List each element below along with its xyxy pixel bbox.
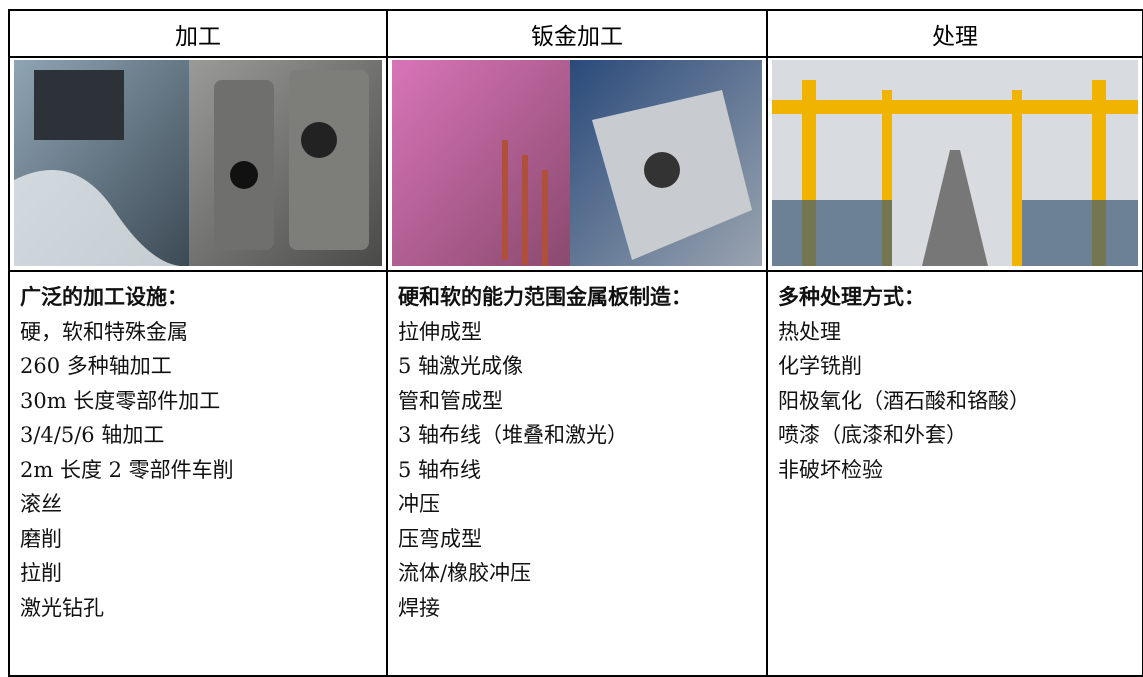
cell-heading: 广泛的加工设施： bbox=[20, 284, 188, 309]
capability-item: 3 轴布线（堆叠和激光） bbox=[398, 423, 629, 447]
cell-heading: 硬和软的能力范围金属板制造： bbox=[398, 284, 692, 309]
capability-item: 热处理 bbox=[778, 319, 841, 344]
column-header: 钣金加工 bbox=[386, 9, 768, 58]
capability-item: 硬，软和特殊金属 bbox=[20, 319, 188, 344]
capability-item: 拉削 bbox=[20, 561, 62, 585]
text-cell: 广泛的加工设施： 硬，软和特殊金属 260 多种轴加工 30m 长度零部件加工 3/4/… bbox=[8, 270, 388, 677]
capability-table: 加工 钣金加工 处理 bbox=[8, 9, 1143, 677]
capability-item: 阳极氧化（酒石酸和铬酸） bbox=[778, 388, 1030, 413]
capability-item: 磨削 bbox=[20, 526, 62, 551]
capability-item: 5 轴布线 bbox=[398, 457, 482, 482]
capability-item: 化学铣削 bbox=[778, 354, 862, 378]
capability-item: 3/4/5/6 轴加工 bbox=[20, 423, 165, 447]
capability-item: 拉伸成型 bbox=[398, 319, 482, 344]
cell-heading: 多种处理方式： bbox=[778, 284, 925, 309]
capability-item: 30m 长度零部件加工 bbox=[20, 388, 221, 413]
capability-item: 焊接 bbox=[398, 595, 440, 620]
image-row bbox=[8, 56, 1143, 272]
capability-item: 260 多种轴加工 bbox=[20, 354, 172, 378]
capability-item: 压弯成型 bbox=[398, 526, 482, 551]
sheet-metal-photo bbox=[392, 60, 762, 266]
treatment-photo bbox=[772, 60, 1138, 266]
image-cell bbox=[386, 56, 768, 272]
capability-item: 流体/橡胶冲压 bbox=[398, 561, 532, 585]
capability-item: 滚丝 bbox=[20, 492, 62, 516]
capability-item: 激光钻孔 bbox=[20, 595, 104, 620]
header-row: 加工 钣金加工 处理 bbox=[8, 9, 1143, 58]
image-cell bbox=[8, 56, 388, 272]
text-row: 广泛的加工设施： 硬，软和特殊金属 260 多种轴加工 30m 长度零部件加工 3/4/… bbox=[8, 270, 1143, 677]
image-cell bbox=[766, 56, 1143, 272]
capability-item: 冲压 bbox=[398, 492, 440, 516]
capability-item: 非破坏检验 bbox=[778, 457, 883, 482]
capability-item: 2m 长度 2 零部件车削 bbox=[20, 457, 234, 482]
text-cell: 硬和软的能力范围金属板制造： 拉伸成型 5 轴激光成像 管和管成型 3 轴布线（堆叠和激… bbox=[386, 270, 768, 677]
text-cell: 多种处理方式： 热处理化学铣削阳极氧化（酒石酸和铬酸） 喷漆（底漆和外套） 非破坏检验 bbox=[766, 270, 1143, 677]
column-header: 处理 bbox=[766, 9, 1143, 58]
machining-photo bbox=[14, 60, 382, 266]
capability-item: 喷漆（底漆和外套） bbox=[778, 423, 967, 447]
column-header: 加工 bbox=[8, 9, 388, 58]
capability-item: 5 轴激光成像 bbox=[398, 354, 524, 378]
capability-item: 管和管成型 bbox=[398, 388, 503, 413]
